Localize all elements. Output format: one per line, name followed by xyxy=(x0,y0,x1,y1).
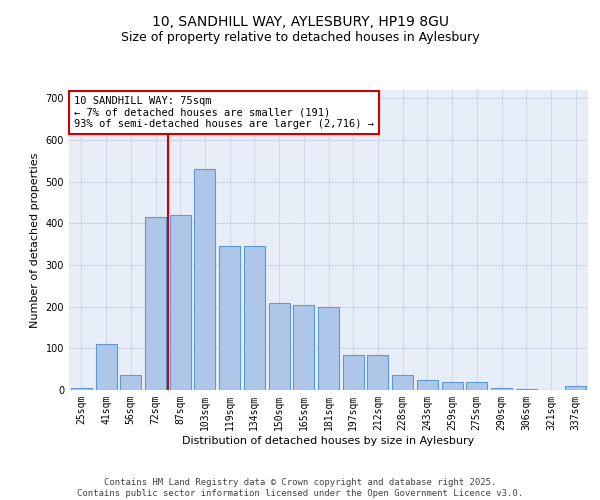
Bar xyxy=(194,169,215,390)
Bar xyxy=(367,354,388,390)
Bar xyxy=(466,382,487,390)
Bar xyxy=(219,246,240,390)
Text: 10 SANDHILL WAY: 75sqm
← 7% of detached houses are smaller (191)
93% of semi-det: 10 SANDHILL WAY: 75sqm ← 7% of detached … xyxy=(74,96,374,129)
Bar xyxy=(516,389,537,390)
Bar xyxy=(293,304,314,390)
Bar xyxy=(145,217,166,390)
Bar xyxy=(318,306,339,390)
Text: Contains HM Land Registry data © Crown copyright and database right 2025.
Contai: Contains HM Land Registry data © Crown c… xyxy=(77,478,523,498)
Bar xyxy=(269,302,290,390)
Bar xyxy=(71,388,92,390)
Bar xyxy=(491,388,512,390)
Bar xyxy=(442,382,463,390)
Bar xyxy=(95,344,116,390)
Bar xyxy=(417,380,438,390)
Text: Size of property relative to detached houses in Aylesbury: Size of property relative to detached ho… xyxy=(121,31,479,44)
Text: 10, SANDHILL WAY, AYLESBURY, HP19 8GU: 10, SANDHILL WAY, AYLESBURY, HP19 8GU xyxy=(151,16,449,30)
Bar xyxy=(565,386,586,390)
Bar xyxy=(170,215,191,390)
X-axis label: Distribution of detached houses by size in Aylesbury: Distribution of detached houses by size … xyxy=(182,436,475,446)
Bar xyxy=(244,246,265,390)
Bar xyxy=(343,354,364,390)
Bar xyxy=(392,376,413,390)
Y-axis label: Number of detached properties: Number of detached properties xyxy=(30,152,40,328)
Bar xyxy=(120,376,141,390)
